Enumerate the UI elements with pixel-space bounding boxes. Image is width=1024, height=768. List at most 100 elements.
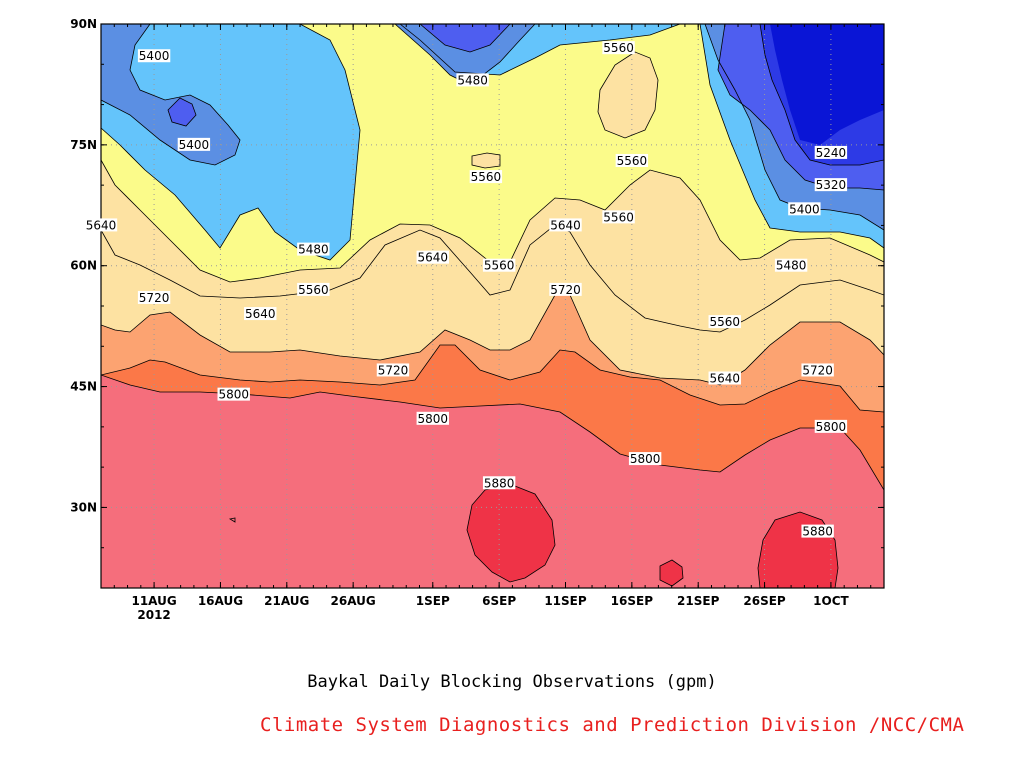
contour-label: 5880 (802, 525, 833, 539)
contour-label: 5640 (550, 218, 581, 232)
x-tick-label: 26AUG (331, 594, 376, 608)
contour-label-bg (416, 411, 449, 425)
contour-label: 5480 (298, 243, 329, 257)
contour-label-bg (602, 41, 635, 55)
contour-label-bg (615, 153, 649, 167)
contour-5480-top (399, 24, 681, 76)
contour-5480-left (101, 24, 361, 261)
contour-5560-island-a (597, 51, 659, 139)
contour-label-bg (814, 145, 848, 159)
contour-label: 5640 (245, 307, 276, 321)
y-tick-label: 30N (70, 500, 97, 514)
contour-5240 (759, 24, 884, 166)
contour-label: 5560 (709, 315, 740, 329)
contour-5320-top (419, 24, 511, 53)
contour-5400-right (704, 24, 884, 231)
y-tick-label: 90N (70, 17, 97, 31)
fill-5560-island-b (472, 153, 500, 168)
contour-label: 5400 (179, 138, 210, 152)
y-tick-label: 60N (70, 259, 97, 273)
contour-label-bg (84, 218, 118, 232)
fill-5240-5320-top (420, 24, 510, 52)
contour-label: 5560 (603, 41, 634, 55)
contour-label: 5240 (816, 146, 847, 160)
axis-ticks (100, 23, 885, 589)
contour-label-bg (774, 258, 808, 272)
contour-label-bg (297, 242, 330, 256)
contour-label-bg (469, 170, 503, 184)
contour-label: 5720 (550, 283, 581, 297)
contour-lines (101, 24, 884, 588)
contour-5880-a (466, 483, 556, 583)
contour-label-bg (137, 290, 171, 304)
contour-label-bg (814, 419, 848, 433)
contour-label-bg (217, 387, 250, 401)
contour-label-bg (628, 452, 662, 466)
fill-5320-island (168, 98, 196, 126)
contour-5320-island (167, 97, 197, 127)
contour-label: 5400 (139, 49, 170, 63)
chart-title: Baykal Daily Blocking Observations (gpm) (307, 672, 717, 692)
fill-5320-5400-top (395, 24, 535, 85)
y-tick-label: 75N (70, 138, 97, 152)
x-tick-label: 21SEP (677, 594, 720, 608)
contour-label: 5560 (603, 210, 634, 224)
contour-5720-upper (101, 344, 884, 413)
contour-label: 5720 (378, 363, 409, 377)
contour-label: 5560 (617, 154, 648, 168)
contour-label: 5880 (484, 476, 515, 490)
contour-fills (101, 24, 884, 588)
x-tick-label: 16SEP (611, 594, 654, 608)
contour-label-bg (244, 307, 277, 321)
contour-5640 (101, 224, 884, 333)
contour-label-bg (416, 250, 449, 264)
contour-label-bg (708, 315, 741, 329)
x-year-label: 2012 (137, 608, 170, 622)
x-tick-label: 16AUG (198, 594, 243, 608)
contour-label: 5720 (802, 363, 833, 377)
contour-label-bg (376, 363, 410, 377)
contour-label: 5560 (471, 170, 502, 184)
contour-5560-island-b (471, 152, 501, 169)
x-tick-label: 1SEP (416, 594, 450, 608)
contour-label-bg (482, 258, 516, 272)
y-tick-label: 45N (70, 380, 97, 394)
contour-label: 5640 (86, 218, 117, 232)
contour-label: 5640 (418, 251, 449, 265)
x-tick-label: 11SEP (544, 594, 587, 608)
contour-5880-c (659, 559, 684, 587)
fill-5320-5400-left (101, 24, 240, 165)
contour-label-bg (549, 218, 582, 232)
contour-label-bg (456, 73, 489, 87)
contour-label-bg (297, 282, 330, 296)
x-tick-label: 26SEP (743, 594, 786, 608)
contour-label: 5720 (139, 291, 170, 305)
contour-label-bg (708, 371, 741, 385)
grid (101, 24, 884, 588)
contour-label: 5640 (709, 372, 740, 386)
contour-label-bg (814, 178, 848, 192)
x-tick-label: 1OCT (813, 594, 849, 608)
contour-label-bg (788, 202, 821, 216)
contour-label-bg (177, 137, 211, 151)
contour-label: 5800 (816, 420, 847, 434)
x-tick-label: 6SEP (482, 594, 516, 608)
contour-5880-dot (228, 517, 236, 523)
x-tick-label: 11AUG (131, 594, 176, 608)
contour-5880-b (757, 511, 839, 588)
contour-label: 5560 (484, 259, 515, 273)
contour-label-bg (137, 49, 171, 63)
fill-5880-core-c (660, 560, 683, 586)
fill-5640-5720 (101, 225, 884, 385)
contour-label: 5800 (218, 388, 249, 402)
contour-label: 5800 (418, 412, 449, 426)
chart-source: Climate System Diagnostics and Predictio… (260, 714, 965, 736)
contour-5480-right (699, 24, 884, 249)
fill-5720-5800 (101, 295, 884, 412)
contour-label: 5480 (457, 73, 488, 87)
contour-label: 5800 (630, 452, 661, 466)
fill-5480-5560 (101, 24, 884, 282)
contour-label: 5400 (789, 202, 820, 216)
contour-5400-left (101, 24, 241, 166)
